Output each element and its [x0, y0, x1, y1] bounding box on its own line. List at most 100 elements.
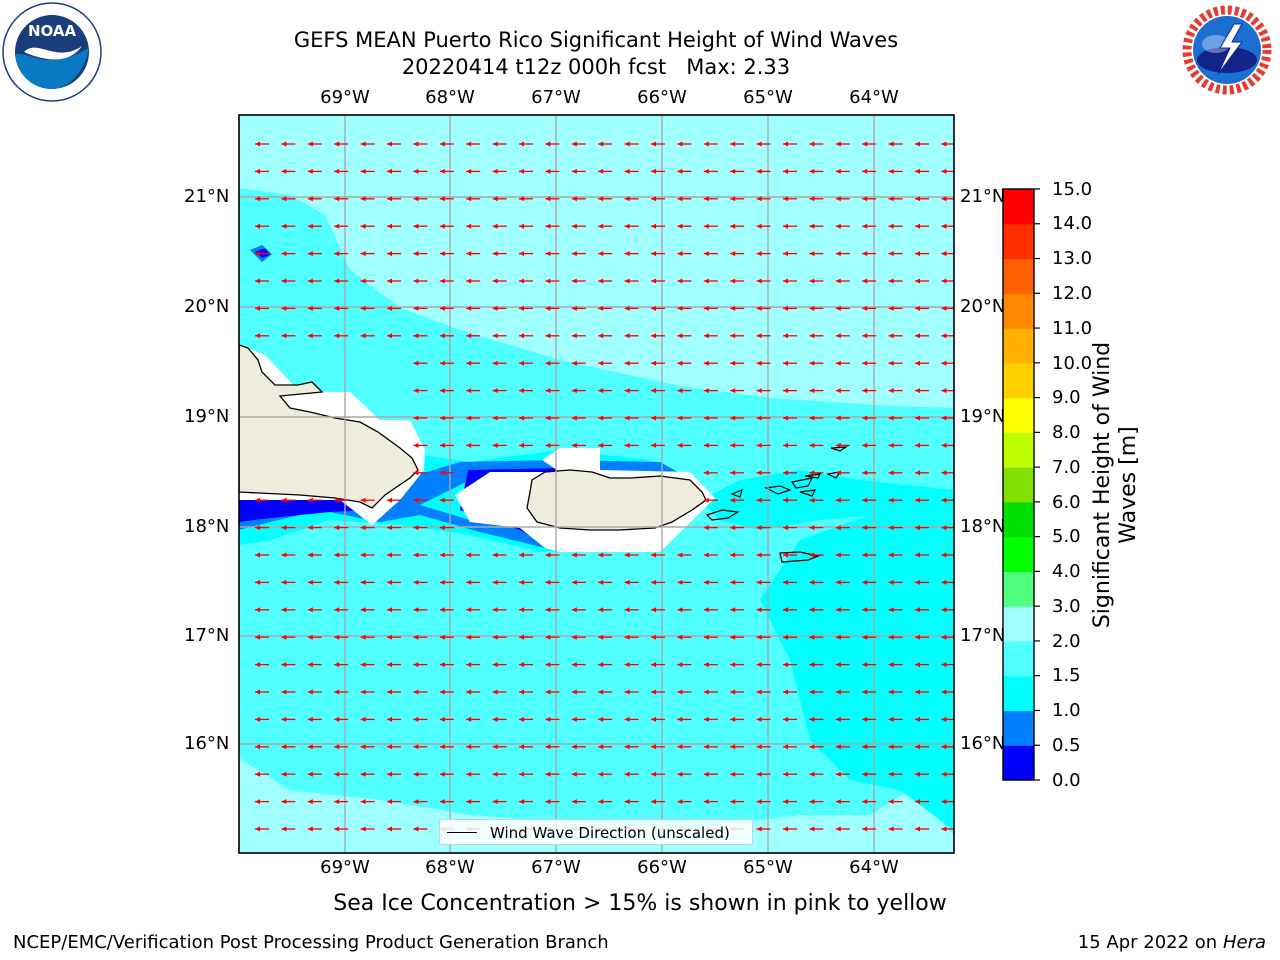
wave-vector-head: [651, 689, 656, 695]
wave-vector-head: [439, 251, 445, 257]
wave-vector-head: [307, 525, 313, 531]
wave-vector-head: [334, 168, 340, 174]
wave-vector-head: [677, 305, 683, 311]
wave-vector-head: [862, 716, 868, 722]
wave-vector-head: [888, 442, 894, 448]
wave-vector-head: [439, 415, 445, 421]
wave-vector-head: [703, 607, 709, 613]
wave-vector-head: [360, 552, 366, 558]
wave-vector-head: [519, 579, 524, 585]
wave-vector-head: [466, 415, 472, 421]
wave-vector-head: [888, 278, 894, 284]
wave-vector-head: [413, 716, 419, 722]
wave-vector-head: [703, 442, 709, 448]
wave-vector-head: [492, 223, 498, 229]
wave-vector-head: [334, 771, 340, 777]
wave-vector-head: [783, 799, 788, 805]
wave-vector-head: [281, 251, 287, 257]
wave-vector-head: [360, 333, 366, 339]
wave-vector-head: [915, 278, 920, 284]
wave-vector-head: [413, 251, 419, 257]
wave-vector-head: [545, 716, 551, 722]
wave-vector-head: [809, 497, 815, 503]
wave-vector-head: [624, 662, 630, 668]
wave-vector-head: [835, 196, 841, 202]
noaa-logo-text: NOAA: [28, 22, 77, 40]
wave-vector-head: [915, 251, 920, 257]
wave-vector-head: [941, 388, 947, 394]
wave-vector-head: [888, 223, 894, 229]
lon-label-bottom: 66°W: [637, 857, 687, 878]
wave-vector-head: [651, 799, 656, 805]
colorbar-segment: [1003, 640, 1034, 677]
wave-vector-head: [334, 196, 340, 202]
wave-vector-head: [703, 525, 709, 531]
wave-vector-head: [545, 278, 551, 284]
colorbar-tick: 14.0: [1052, 213, 1093, 234]
wave-vector-head: [307, 716, 313, 722]
wave-vector-head: [888, 470, 894, 476]
wave-vector-head: [835, 360, 841, 366]
wave-vector-head: [387, 333, 392, 339]
wave-vector-head: [703, 744, 709, 750]
wave-vector-head: [519, 415, 524, 421]
wave-vector-head: [703, 251, 709, 257]
wave-vector-head: [255, 168, 260, 174]
wave-vector-head: [730, 278, 736, 284]
wave-vector-head: [307, 552, 313, 558]
wave-vector-head: [571, 168, 577, 174]
wave-vector-head: [915, 415, 920, 421]
colorbar-tick: 3.0: [1052, 596, 1081, 617]
wave-vector-head: [413, 634, 419, 640]
wave-vector-head: [519, 552, 524, 558]
wave-vector-head: [360, 525, 366, 531]
wave-vector-head: [835, 168, 841, 174]
wave-vector-head: [545, 196, 551, 202]
wave-vector-head: [571, 223, 577, 229]
wave-vector-head: [466, 333, 472, 339]
wave-vector-head: [730, 689, 736, 695]
wave-vector-head: [624, 689, 630, 695]
wave-vector-head: [571, 634, 577, 640]
wave-vector-head: [387, 552, 392, 558]
wave-vector-head: [703, 305, 709, 311]
wave-vector-head: [756, 497, 762, 503]
wave-vector-head: [492, 662, 498, 668]
wave-vector-head: [809, 333, 815, 339]
wave-vector-head: [466, 388, 472, 394]
wave-vector-head: [783, 607, 788, 613]
wave-vector-head: [387, 251, 392, 257]
colorbar-tick: 1.5: [1052, 665, 1081, 686]
colorbar-tick: 10.0: [1052, 353, 1093, 374]
wave-vector-head: [387, 689, 392, 695]
wave-vector-head: [915, 689, 920, 695]
wave-vector-head: [334, 333, 340, 339]
wave-vector-head: [571, 716, 577, 722]
wave-vector-head: [756, 552, 762, 558]
wave-vector-head: [466, 662, 472, 668]
wave-vector-head: [756, 196, 762, 202]
wave-vector-head: [492, 196, 498, 202]
wave-vector-head: [730, 141, 736, 147]
wave-vector-head: [334, 826, 340, 832]
wave-vector-head: [783, 305, 788, 311]
wave-vector-head: [783, 278, 788, 284]
wave-vector-head: [703, 662, 709, 668]
wave-vector-head: [334, 305, 340, 311]
wave-vector-head: [730, 552, 736, 558]
wave-vector-head: [571, 771, 577, 777]
wave-vector-head: [888, 716, 894, 722]
wave-vector-head: [307, 826, 313, 832]
wave-vector-head: [439, 168, 445, 174]
wave-vector-head: [651, 415, 656, 421]
wave-vector-head: [307, 771, 313, 777]
wave-vector-head: [835, 470, 841, 476]
wave-vector-head: [413, 579, 419, 585]
wave-vector-head: [545, 799, 551, 805]
lon-label-top: 65°W: [743, 87, 793, 108]
wave-vector-head: [888, 360, 894, 366]
wave-vector-head: [307, 579, 313, 585]
colorbar-tick: 0.5: [1052, 735, 1081, 756]
wave-vector-head: [545, 333, 551, 339]
wave-vector-head: [466, 579, 472, 585]
